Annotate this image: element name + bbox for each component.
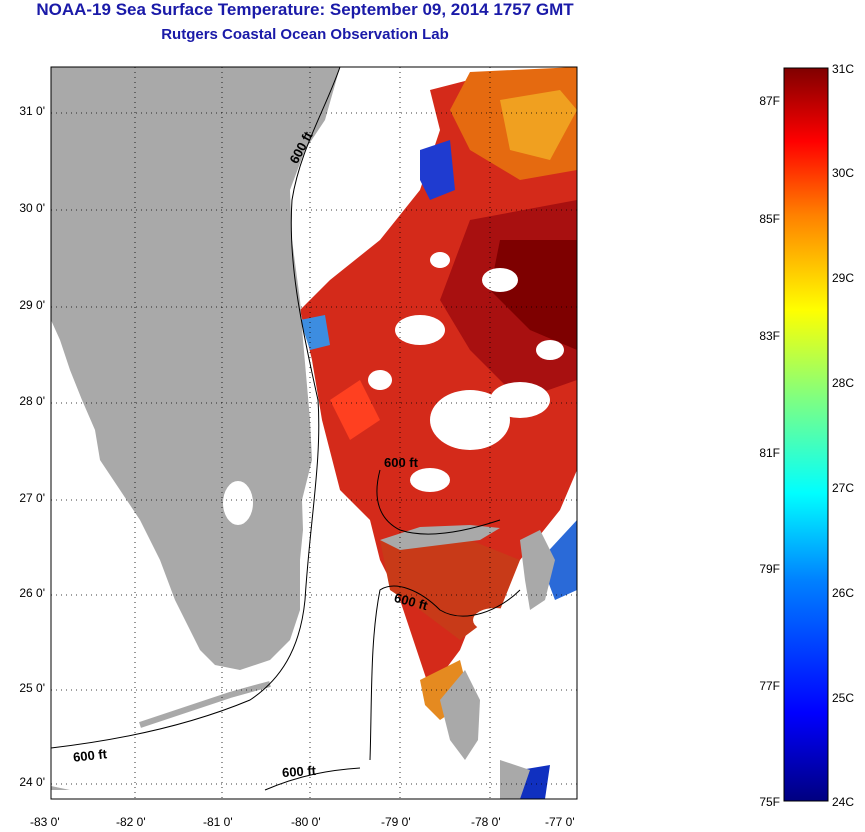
chart-title: NOAA-19 Sea Surface Temperature: Septemb… bbox=[36, 0, 574, 19]
colorbar-fahrenheit-label: 83F bbox=[759, 329, 780, 343]
lat-label: 30 0' bbox=[19, 201, 45, 215]
lon-label: -78 0' bbox=[471, 815, 501, 829]
cuba-coast bbox=[51, 786, 70, 799]
cloud-gaps bbox=[368, 252, 564, 632]
andros-island bbox=[440, 670, 480, 760]
colorbar-fahrenheit-label: 75F bbox=[759, 795, 780, 809]
lon-label: -83 0' bbox=[30, 815, 60, 829]
lon-label: -81 0' bbox=[203, 815, 233, 829]
colorbar-fahrenheit-label: 87F bbox=[759, 94, 780, 108]
chart-subtitle: Rutgers Coastal Ocean Observation Lab bbox=[161, 26, 449, 43]
colorbar-celsius-label: 31C bbox=[832, 62, 855, 76]
lat-label: 25 0' bbox=[19, 681, 45, 695]
lat-label: 31 0' bbox=[19, 104, 45, 118]
colorbar bbox=[783, 67, 829, 802]
colorbar-fahrenheit-label: 77F bbox=[759, 679, 780, 693]
colorbar-celsius-label: 30C bbox=[832, 166, 855, 180]
contour-label: 600 ft bbox=[384, 455, 418, 470]
florida-keys bbox=[139, 681, 271, 728]
lon-label: -77 0' bbox=[545, 815, 575, 829]
plot-frame bbox=[50, 66, 578, 800]
lat-label: 29 0' bbox=[19, 298, 45, 312]
colorbar-celsius-label: 24C bbox=[832, 795, 855, 809]
bahama-islands bbox=[520, 530, 555, 610]
lon-label: -79 0' bbox=[381, 815, 411, 829]
lat-label: 26 0' bbox=[19, 586, 45, 600]
lon-label: -82 0' bbox=[116, 815, 146, 829]
lat-label: 27 0' bbox=[19, 491, 45, 505]
colorbar-fahrenheit-label: 81F bbox=[759, 446, 780, 460]
contour-label: 600 ft bbox=[281, 762, 317, 781]
lat-label: 24 0' bbox=[19, 775, 45, 789]
sst-swath bbox=[300, 67, 577, 799]
lon-label: -80 0' bbox=[291, 815, 321, 829]
colorbar-celsius-label: 28C bbox=[832, 376, 855, 390]
colorbar-celsius-label: 26C bbox=[832, 586, 855, 600]
grid-lines bbox=[51, 67, 577, 799]
lake-okeechobee bbox=[223, 481, 253, 525]
colorbar-celsius-label: 25C bbox=[832, 691, 855, 705]
colorbar-celsius-label: 29C bbox=[832, 271, 855, 285]
colorbar-fahrenheit-label: 85F bbox=[759, 212, 780, 226]
lat-label: 28 0' bbox=[19, 394, 45, 408]
bahama-south bbox=[500, 760, 530, 799]
colorbar-fahrenheit-label: 79F bbox=[759, 562, 780, 576]
colorbar-celsius-label: 27C bbox=[832, 481, 855, 495]
grand-bahama bbox=[380, 525, 500, 550]
florida-land bbox=[51, 67, 340, 670]
